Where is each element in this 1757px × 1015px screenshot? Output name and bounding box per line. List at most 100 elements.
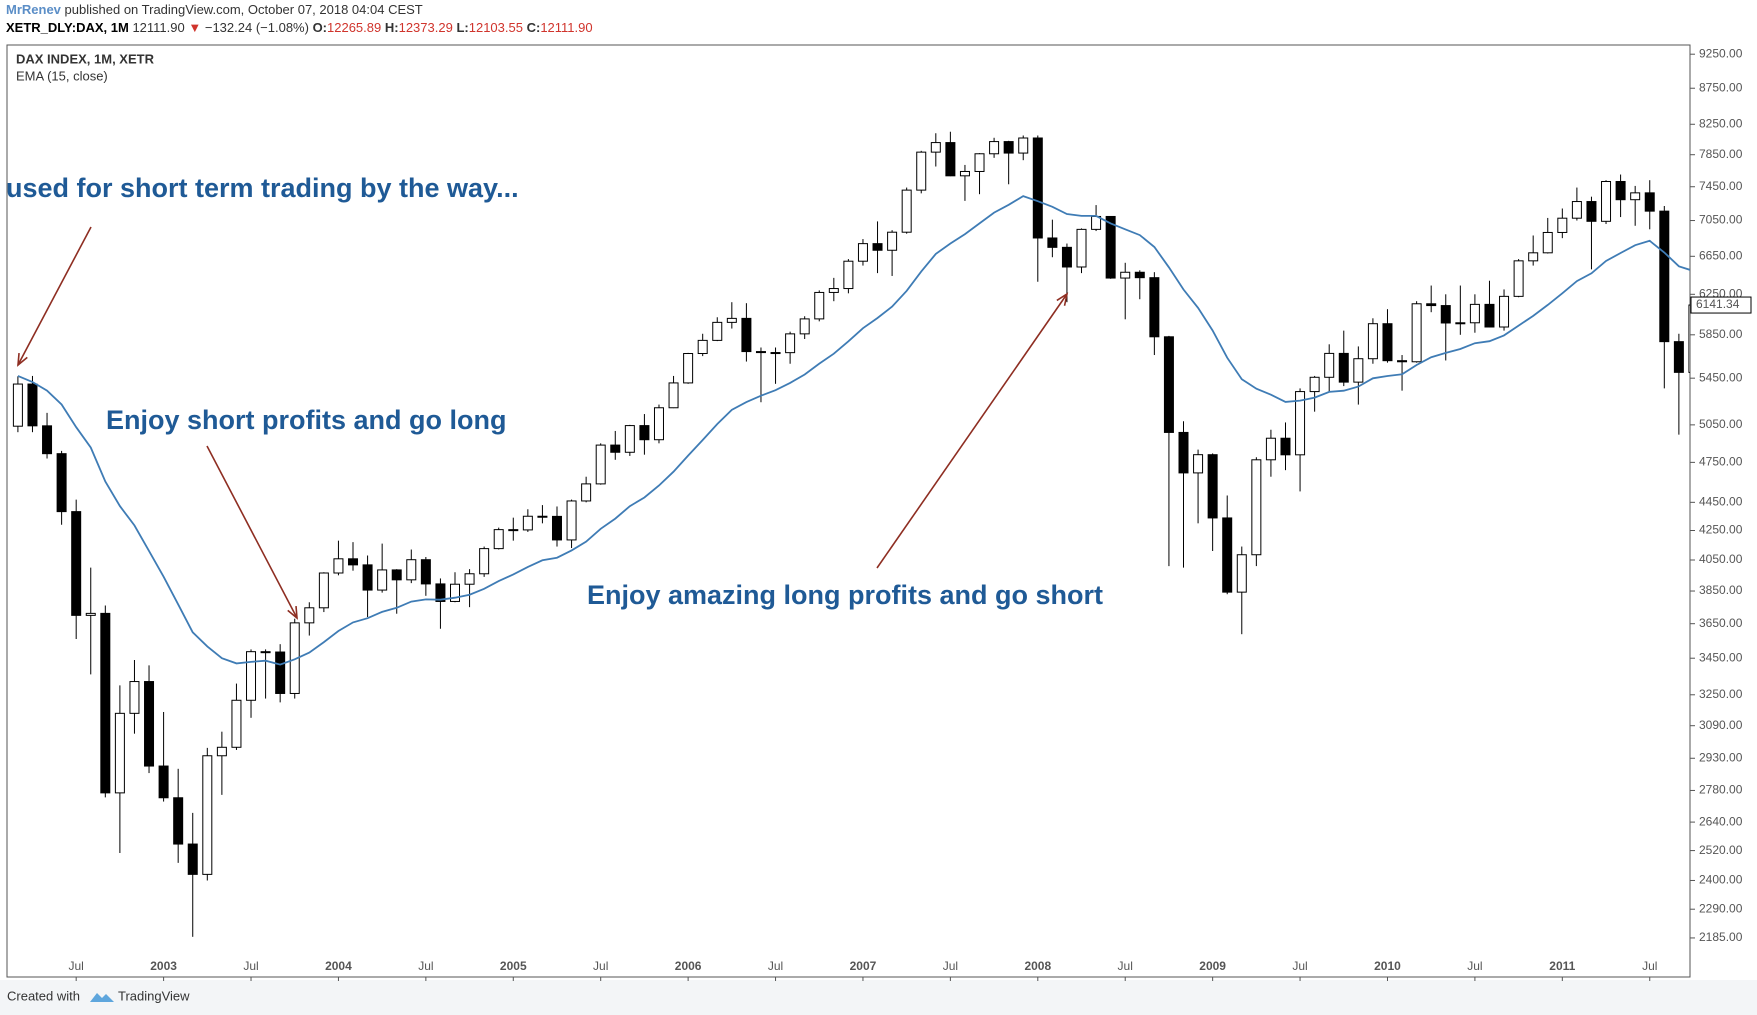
annotation-arrowhead <box>1056 292 1069 306</box>
candle-body <box>27 383 38 427</box>
change: −132.24 (−1.08%) <box>205 20 309 35</box>
tradingview-logo <box>90 993 114 1002</box>
y-tick-label: 2290.00 <box>1699 901 1743 915</box>
y-tick-label: 5850.00 <box>1699 327 1743 341</box>
candle-body <box>741 317 752 353</box>
candle-body <box>1207 454 1218 519</box>
candle-body <box>216 746 227 757</box>
candle-body <box>202 755 213 875</box>
candle-body <box>668 382 679 409</box>
y-tick-label: 4050.00 <box>1699 552 1743 566</box>
annotation-arrow <box>17 226 92 366</box>
candle-body <box>508 529 519 532</box>
candle-body <box>828 288 839 293</box>
candle-body <box>1076 228 1087 268</box>
candle-body <box>1149 277 1160 338</box>
candle-body <box>100 612 111 794</box>
candle-body <box>1440 305 1451 324</box>
annotation: Enjoy short profits and go long <box>106 405 506 435</box>
candle-body <box>260 651 271 654</box>
x-tick-label: Jul <box>1292 959 1307 973</box>
y-tick-label: 8250.00 <box>1699 116 1743 130</box>
plot <box>12 131 1690 937</box>
candle-body <box>1630 192 1641 201</box>
candle-body <box>1601 180 1612 222</box>
x-tick-label: Jul <box>1118 959 1133 973</box>
low: 12103.55 <box>469 20 523 35</box>
candle-body <box>464 573 475 585</box>
candle-body <box>1411 303 1422 363</box>
candle-body <box>1615 180 1626 201</box>
annotation-arrowhead <box>17 352 28 367</box>
candle-body <box>1338 352 1349 383</box>
y-tick-label: 2400.00 <box>1699 873 1743 887</box>
candle-body <box>799 318 810 335</box>
candle-body <box>1236 554 1247 593</box>
quote-line: XETR_DLY:DAX, 1M 12111.90 ▼ −132.24 (−1.… <box>6 20 593 35</box>
x-tick-label: 2008 <box>1024 959 1051 973</box>
candle-body <box>12 383 23 427</box>
x-tick-label: 2009 <box>1199 959 1226 973</box>
candle-body <box>114 712 125 794</box>
close: 12111.90 <box>540 20 592 35</box>
y-tick-label: 4750.00 <box>1699 455 1743 469</box>
x-tick-label: Jul <box>69 959 84 973</box>
candle-body <box>1193 454 1204 474</box>
low-label: L: <box>456 20 468 35</box>
direction: ▼ <box>188 20 201 35</box>
ema-line <box>17 195 1690 666</box>
last: 12111.90 <box>132 20 184 35</box>
candle-body <box>1557 217 1568 233</box>
candle-body <box>1120 271 1131 279</box>
footer-brand[interactable]: TradingView <box>118 988 190 1003</box>
y-tick-label: 5450.00 <box>1699 370 1743 384</box>
y-tick-label: 7050.00 <box>1699 213 1743 227</box>
candle-body <box>1280 437 1291 456</box>
candle-body <box>959 170 970 177</box>
candle-body <box>231 699 242 748</box>
last-price-box <box>1690 296 1752 314</box>
y-tick-label: 8750.00 <box>1699 80 1743 94</box>
author: MrRenev <box>6 2 62 17</box>
footer-created: Created with <box>7 988 80 1003</box>
candle-body <box>1397 360 1408 363</box>
candle-body <box>1018 137 1029 154</box>
candle-body <box>85 612 96 616</box>
y-tick-label: 3450.00 <box>1699 650 1743 664</box>
candle-body <box>1003 141 1014 154</box>
candle-body <box>1061 246 1072 268</box>
x-tick-label: Jul <box>1467 959 1482 973</box>
annotation-arrow <box>206 445 298 619</box>
candle-body <box>493 529 504 550</box>
candle-body <box>1309 376 1320 393</box>
plot-frame <box>6 44 1691 978</box>
candle-body <box>930 142 941 153</box>
candle-body <box>872 243 883 251</box>
candle-body <box>158 765 169 799</box>
legend-ema: EMA (15, close) <box>16 68 108 83</box>
y-tick-label: 3250.00 <box>1699 687 1743 701</box>
candle-body <box>989 141 1000 155</box>
candle-body <box>843 260 854 290</box>
candle-body <box>1105 215 1116 279</box>
candle-body <box>726 317 737 323</box>
candle-body <box>857 243 868 262</box>
candle-body <box>1659 210 1670 343</box>
y-tick-label: 4450.00 <box>1699 494 1743 508</box>
candle-body <box>595 444 606 485</box>
candle-body <box>1367 323 1378 360</box>
x-tick-label: 2010 <box>1374 959 1401 973</box>
y-tick-label: 3650.00 <box>1699 616 1743 630</box>
candle-body <box>450 583 460 602</box>
candle-body <box>362 564 373 591</box>
annotation: Enjoy amazing long profits and go short <box>587 580 1103 610</box>
candle-body <box>318 572 329 609</box>
candle-body <box>770 352 781 355</box>
y-tick-label: 7850.00 <box>1699 147 1743 161</box>
candle-body <box>1047 237 1058 248</box>
candle-body <box>814 291 825 320</box>
candle-body <box>887 231 898 251</box>
candle-body <box>755 351 766 354</box>
high-label: H: <box>385 20 399 35</box>
